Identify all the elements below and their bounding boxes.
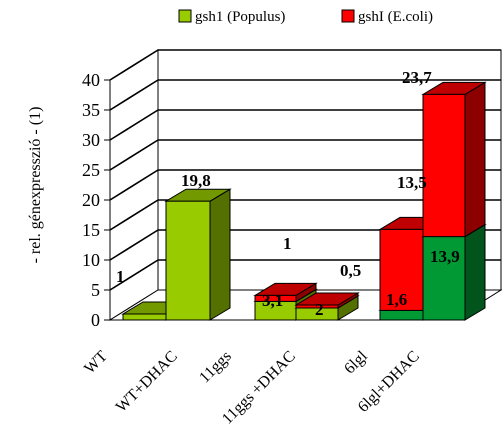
bar-gshi-3: [294, 292, 360, 309]
data-label: 1: [116, 267, 125, 286]
bar-gshi-2: [253, 282, 318, 303]
y-tick-label: 30: [82, 130, 100, 150]
category-label: WT: [81, 348, 111, 378]
bar-gsh1-5-side: [464, 223, 486, 321]
y-tick-label: 25: [82, 160, 100, 180]
gridline: [109, 109, 501, 141]
legend: gsh1 (Populus) gshI (E.coli): [178, 9, 433, 25]
legend-swatch-gsh1-populus: [178, 9, 192, 23]
gridline: [109, 139, 501, 171]
data-label: 2: [315, 300, 324, 319]
bar-gshi-5-front: [422, 93, 466, 238]
data-label: 1,6: [386, 290, 407, 309]
data-labels: 1 19,8 3,1 1 2 0,5 1,6 13,5 13,9 23,7: [116, 68, 460, 319]
bar-gsh1-1: [164, 188, 232, 321]
y-axis: 0 5 10 15 20 25 30 35 40: [82, 70, 111, 330]
gridline: [109, 169, 501, 201]
data-label: 19,8: [181, 171, 211, 190]
bar-gsh1-1-front: [165, 200, 211, 321]
data-label: 13,9: [430, 247, 460, 266]
bar-gshi-2-front: [254, 294, 297, 302]
y-tick-label: 40: [82, 70, 100, 90]
y-tick-label: 5: [91, 280, 100, 300]
bar-gshi-4-front: [379, 228, 424, 311]
bar-gsh1-4-front: [379, 309, 424, 321]
legend-swatch-gshi-ecoli: [341, 9, 355, 23]
y-tick-label: 20: [82, 190, 100, 210]
legend-label-gsh1-populus: gsh1 (Populus): [195, 9, 285, 25]
data-label: 23,7: [402, 68, 432, 87]
category-label: 6lgl: [341, 347, 371, 377]
y-tick-label: 0: [91, 310, 100, 330]
bars: [121, 81, 487, 321]
legend-label-gshi-ecoli: gshI (E.coli): [358, 9, 433, 25]
bar-gshi-3-front: [295, 304, 339, 309]
gridline: [109, 199, 501, 231]
category-label: WT+DHAC: [113, 348, 181, 416]
data-label: 1: [283, 234, 292, 253]
y-tick-label: 35: [82, 100, 100, 120]
bar-gshi-5: [421, 81, 487, 238]
data-label: 3,1: [262, 291, 283, 310]
gridline: [109, 49, 501, 81]
gridline: [109, 79, 501, 111]
bar-gsh1-5: [421, 223, 487, 321]
bar-gsh1-5-front: [422, 236, 466, 321]
category-label: 11ggs: [196, 348, 235, 387]
data-label: 0,5: [340, 261, 361, 280]
data-label: 13,5: [397, 173, 427, 192]
bar-gshi-5-side: [464, 81, 486, 238]
bar-gsh1-1-side: [209, 188, 231, 321]
y-tick-label: 15: [82, 220, 100, 240]
y-tick-label: 10: [82, 250, 100, 270]
bar-gsh1-0-front: [122, 313, 167, 321]
y-axis-title: - rel. génexpresszió - (1): [27, 107, 44, 264]
